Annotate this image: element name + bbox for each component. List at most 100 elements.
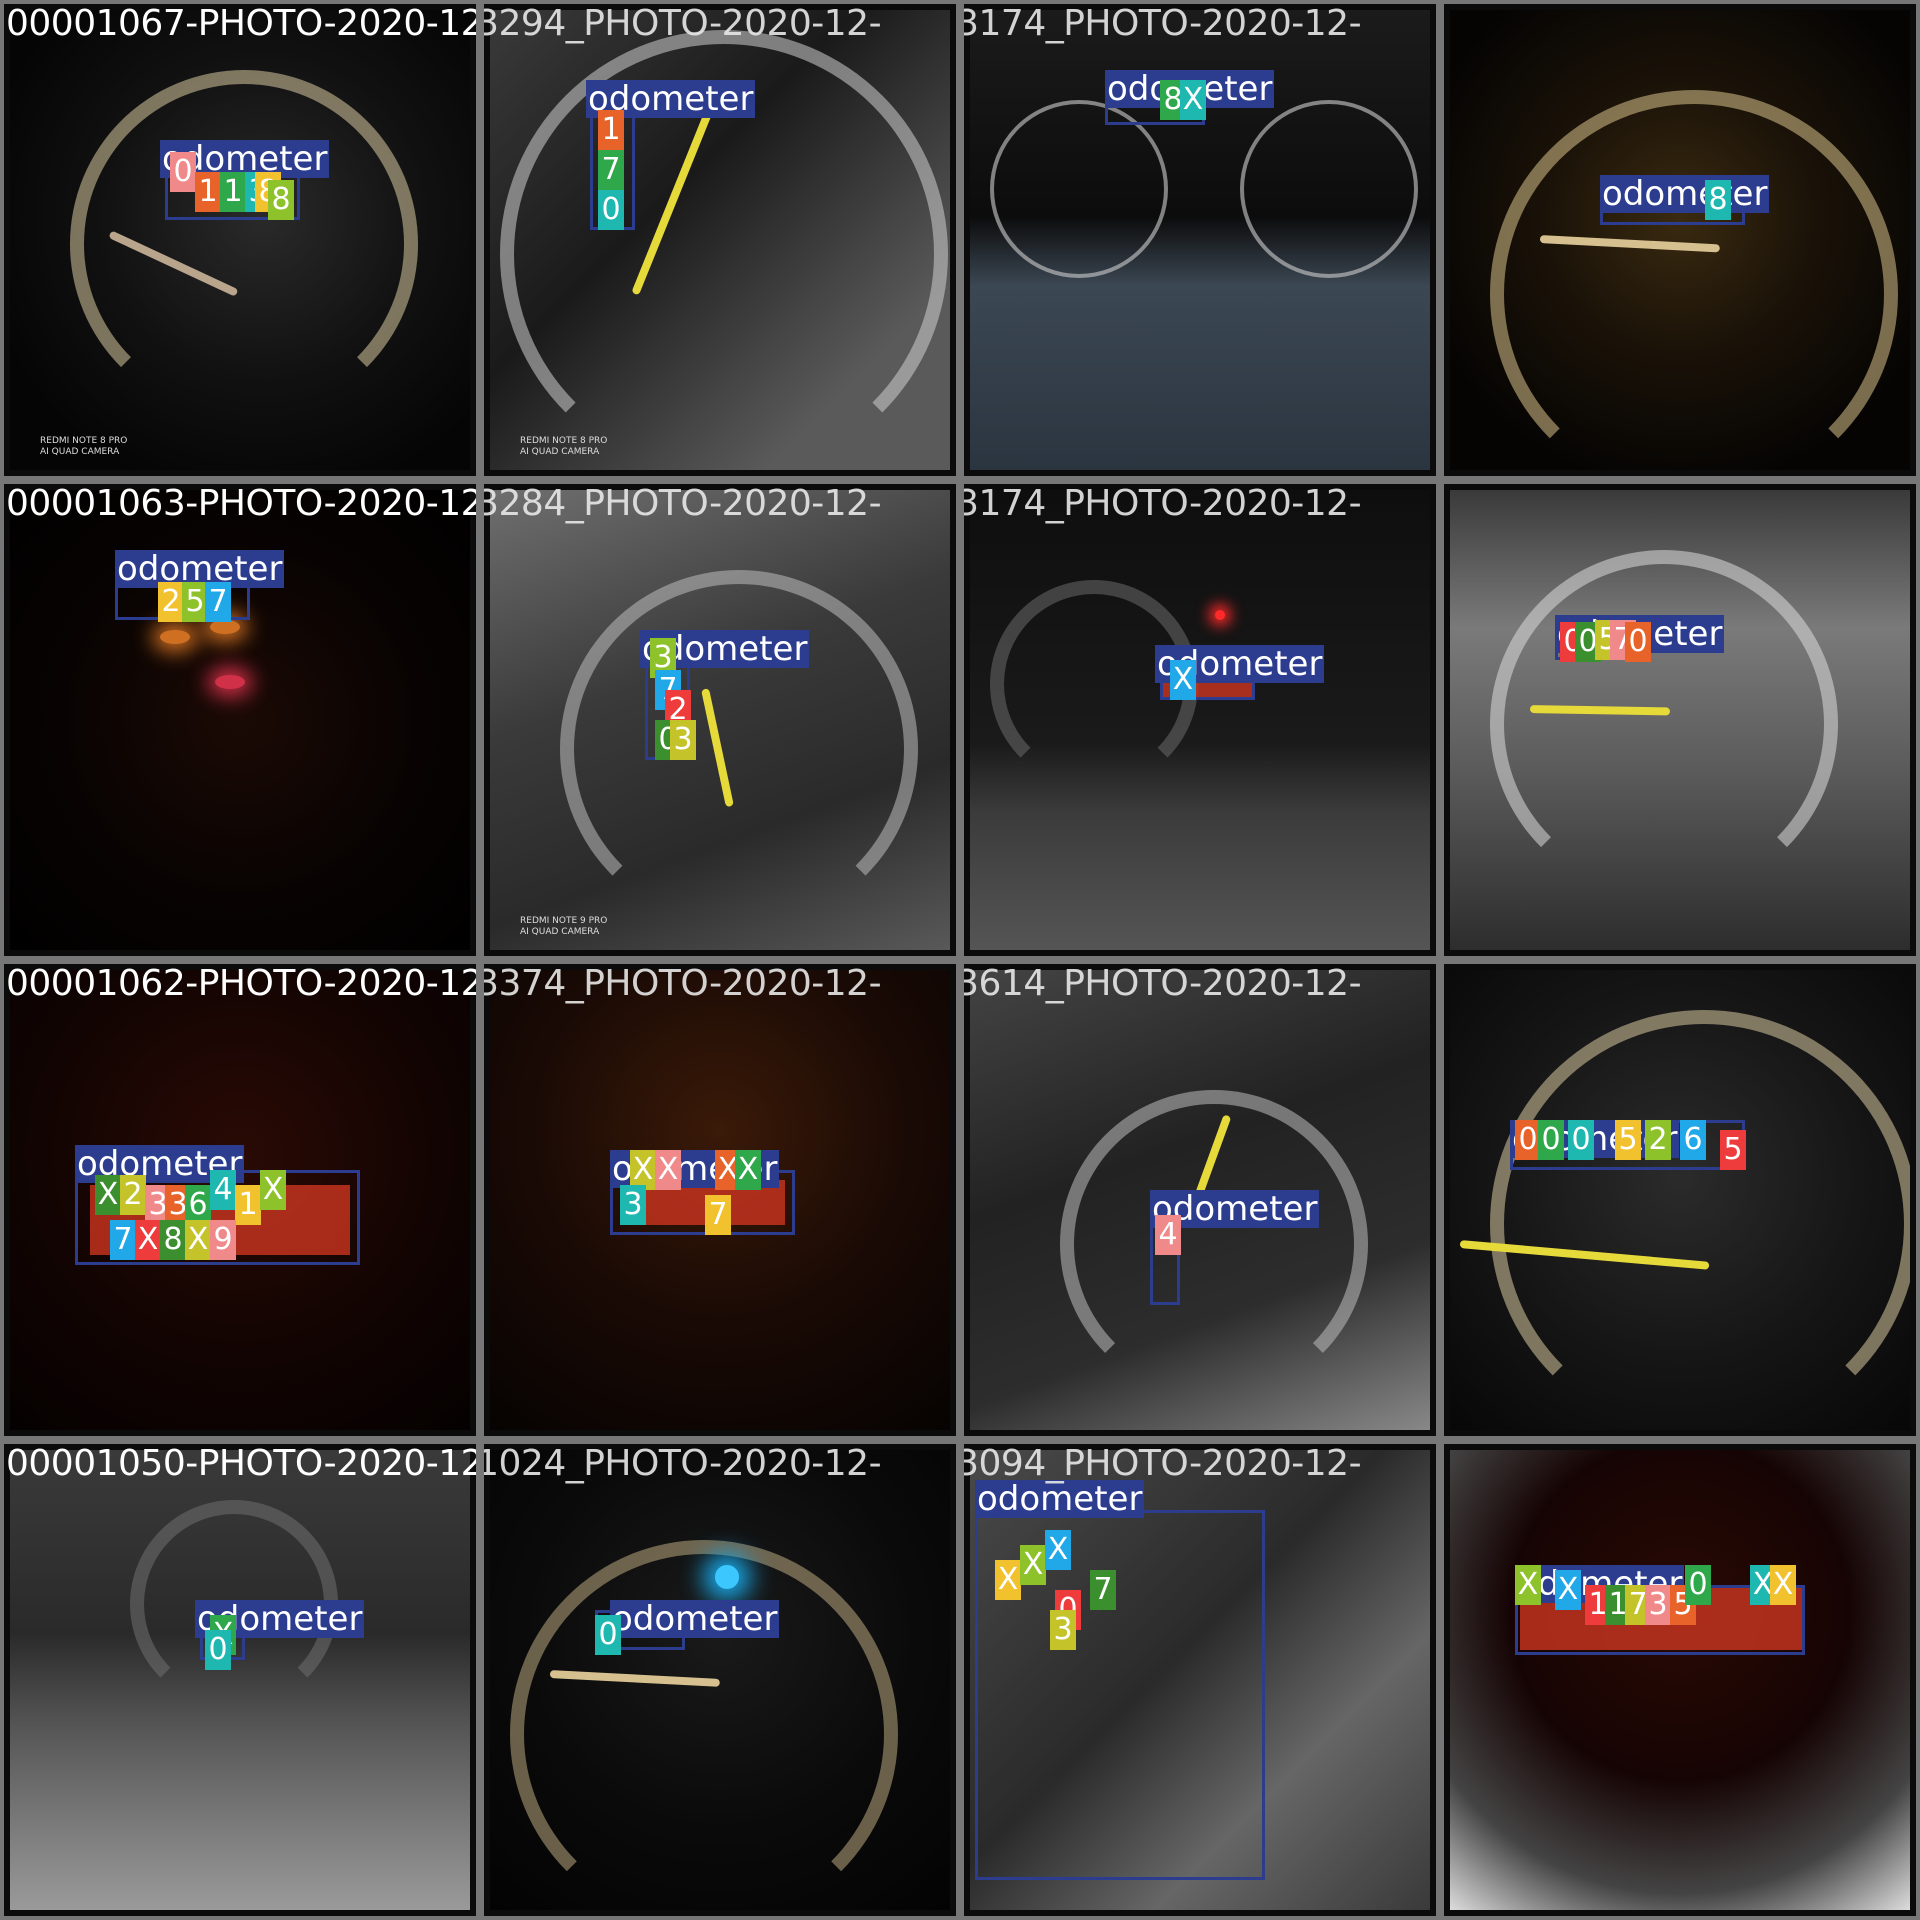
class-label: odometer [1600, 174, 1770, 214]
dashboard-photo: odometer X 2 3 3 6 4 1 X 7 X 8 X 9 [10, 970, 470, 1430]
dashboard-photo: odometer 0 [490, 1450, 950, 1910]
photo-tile: odometerXXXX370900-3374_PHOTO-2020-12- [480, 960, 960, 1440]
digit-detection-chip: X [260, 1170, 286, 1210]
digit-detection-chip: X [1170, 660, 1196, 700]
digit-detection-chip: 0 [205, 1630, 231, 1670]
digit-detection-chip: 0 [1515, 1120, 1541, 1160]
digit-detection-chip: 2 [158, 582, 184, 622]
dashboard-photo: odometer X X X X 3 7 [490, 970, 950, 1430]
image-filename: 00001062-PHOTO-2020-12- [6, 963, 480, 1004]
digit-detection-chip: X [735, 1150, 761, 1190]
digit-detection-chip: X [630, 1150, 656, 1190]
dashboard-photo: odometer 8 [1450, 10, 1910, 470]
digit-detection-chip: 3 [620, 1185, 646, 1225]
digit-detection-chip: 1 [220, 172, 246, 212]
digit-detection-chip: 7 [1090, 1570, 1116, 1610]
photo-tile: odometer X 2 3 3 6 4 1 X 7 X 8 X 9 00001062-PHOTO-2020… [0, 960, 480, 1440]
class-label: odometer [1150, 1189, 1320, 1229]
dashboard-photo: odometerXXX073 [970, 1450, 1430, 1910]
photo-tile: odometerX000001050-PHOTO-2020-12-0900-03… [0, 1440, 480, 1920]
digit-detection-chip: 5 [1615, 1120, 1641, 1160]
photo-tile: odometer 0 0 0 5 2 6 5 [1440, 960, 1920, 1440]
overlapping-filename: 0900-3614_PHOTO-2020-12- [964, 963, 1362, 1004]
dashboard-photo: odometer 1 7 0 REDMI NOTE 8 PRO AI QUAD CAMER… [490, 10, 950, 470]
digit-detection-chip: 5 [182, 582, 208, 622]
digit-detection-chip: X [1770, 1565, 1796, 1605]
overlapping-filename: 0900-1024_PHOTO-2020-12- [484, 1443, 882, 1484]
watermark-line: AI QUAD CAMERA [40, 447, 120, 457]
overlapping-filename: 0900-3374_PHOTO-2020-12- [484, 963, 882, 1004]
digit-detection-chip: 6 [1680, 1120, 1706, 1160]
warning-light [160, 630, 190, 644]
dashboard-photo: odometer 2 5 7 [10, 490, 470, 950]
speedometer-dial [1060, 1090, 1368, 1398]
dashboard-photo: odometer8X [970, 10, 1430, 470]
digit-detection-chip: X [1020, 1545, 1046, 1585]
camera-watermark: REDMI NOTE 9 PRO AI QUAD CAMERA [520, 916, 607, 938]
digit-detection-chip: X [655, 1150, 681, 1190]
photo-tile: odometer40900-3614_PHOTO-2020-12- [960, 960, 1440, 1440]
digit-detection-chip: X [185, 1220, 211, 1260]
speedometer-dial [1490, 550, 1838, 898]
class-label: odometer [975, 1479, 1145, 1519]
dashboard-photo: odometer X X 1 1 7 3 5 0 X X [1450, 1450, 1910, 1910]
digit-detection-chip: X [1180, 80, 1206, 120]
watermark-line: AI QUAD CAMERA [520, 927, 600, 937]
digit-detection-chip: 8 [268, 180, 294, 220]
digit-detection-chip: 0 [1568, 1120, 1594, 1160]
speedometer-dial [560, 570, 918, 928]
digit-detection-chip: 4 [210, 1170, 236, 1210]
digit-detection-chip: 3 [1645, 1585, 1671, 1625]
dashboard-photo: odometer 0 0 0 5 2 6 5 [1450, 970, 1910, 1430]
dashboard-photo: odometer X [970, 490, 1430, 950]
photo-tile: odometer 1 7 0 REDMI NOTE 8 PRO AI QUAD CAMER… [480, 0, 960, 480]
photo-tile: odometer00900-1024_PHOTO-2020-12- [480, 1440, 960, 1920]
digit-detection-chip: 9 [210, 1220, 236, 1260]
digit-detection-chip: 2 [1645, 1120, 1671, 1160]
watermark-line: REDMI NOTE 8 PRO [520, 436, 608, 446]
overlapping-filename: 0900-3174_PHOTO-2020-12- [964, 3, 1362, 44]
digit-detection-chip: 0 [170, 152, 196, 192]
watermark-line: REDMI NOTE 9 PRO [520, 916, 608, 926]
warning-light [210, 620, 240, 634]
digit-detection-chip: X [135, 1220, 161, 1260]
digit-detection-chip: 1 [598, 110, 624, 150]
dashboard-photo: odometerX0 [10, 1450, 470, 1910]
watermark-line: AI QUAD CAMERA [520, 447, 600, 457]
digit-detection-chip: 0 [598, 190, 624, 230]
digit-detection-chip: X [995, 1560, 1021, 1600]
image-filename: 00001063-PHOTO-2020-12- [6, 483, 480, 524]
digit-detection-chip: 3 [1050, 1610, 1076, 1650]
class-label: odometer [610, 1599, 780, 1639]
digit-detection-chip: 5 [1720, 1130, 1746, 1170]
digit-detection-chip: X [1555, 1570, 1581, 1610]
digit-detection-chip: 0 [1625, 622, 1651, 662]
photo-tile: odometer25700001063-PHOTO-2020-12-0900-0… [0, 480, 480, 960]
digit-detection-chip: 3 [670, 720, 696, 760]
photo-tile: odometer X X 1 1 7 3 5 0 X X [1440, 1440, 1920, 1920]
photo-tile: odometerX0900-3174_PHOTO-2020-12- [960, 480, 1440, 960]
speedometer-dial [990, 100, 1168, 278]
digit-detection-chip: 8 [160, 1220, 186, 1260]
photo-tile: odometer00570 [1440, 480, 1920, 960]
digit-detection-chip: 7 [598, 150, 624, 190]
digit-detection-chip: 7 [205, 582, 231, 622]
digit-detection-chip: 0 [595, 1615, 621, 1655]
speedometer-dial [510, 1540, 898, 1910]
speedometer-dial [1490, 1010, 1910, 1430]
speedometer-dial [1490, 90, 1898, 470]
class-label: odometer [115, 549, 285, 589]
speedometer-dial [1240, 100, 1418, 278]
image-filename: 00001050-PHOTO-2020-12- [6, 1443, 480, 1484]
digit-detection-chip: 1 [235, 1185, 261, 1225]
overlapping-filename: 0900-3174_PHOTO-2020-12- [964, 483, 1362, 524]
camera-watermark: REDMI NOTE 8 PRO AI QUAD CAMERA [40, 436, 127, 458]
digit-detection-chip: 0 [1538, 1120, 1564, 1160]
